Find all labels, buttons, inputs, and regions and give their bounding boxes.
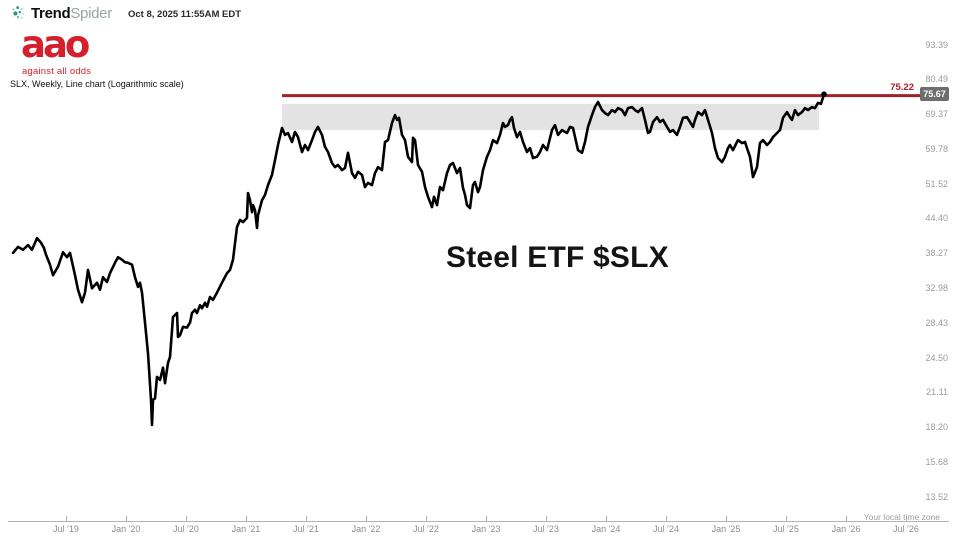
chart-meta-label: SLX, Weekly, Line chart (Logarithmic sca… <box>10 79 184 89</box>
time-tick <box>666 516 667 522</box>
time-tick-label: Jan '20 <box>111 524 141 534</box>
time-tick <box>906 516 907 522</box>
time-tick <box>306 516 307 522</box>
time-tick-label: Jan '23 <box>471 524 501 534</box>
time-tick-label: Jul '23 <box>533 524 559 534</box>
time-tick-label: Jan '21 <box>231 524 261 534</box>
resistance-zone <box>282 103 819 131</box>
brand-name-bold: Trend <box>31 4 71 22</box>
spider-dots-icon <box>12 6 25 19</box>
time-tick <box>546 516 547 522</box>
time-tick-label: Jul '25 <box>773 524 799 534</box>
last-price-dot <box>821 91 827 97</box>
time-tick-label: Jul '26 <box>893 524 919 534</box>
time-tick <box>186 516 187 522</box>
time-tick-label: Jan '25 <box>711 524 741 534</box>
time-tick-label: Jan '22 <box>351 524 381 534</box>
time-tick <box>246 516 247 522</box>
time-tick-label: Jul '20 <box>173 524 199 534</box>
aao-tagline: against all odds <box>22 66 92 77</box>
time-tick-label: Jul '19 <box>53 524 79 534</box>
time-tick-label: Jan '26 <box>831 524 861 534</box>
time-tick <box>846 516 847 522</box>
price-line <box>11 92 826 427</box>
time-tick <box>66 516 67 522</box>
time-tick <box>366 516 367 522</box>
time-axis-line <box>8 521 949 522</box>
time-tick-label: Jul '24 <box>653 524 679 534</box>
time-tick <box>786 516 787 522</box>
time-tick <box>486 516 487 522</box>
chart-timestamp: Oct 8, 2025 11:55AM EDT <box>128 9 241 20</box>
time-tick <box>606 516 607 522</box>
time-tick <box>726 516 727 522</box>
time-tick <box>426 516 427 522</box>
timezone-note: Your local time zone <box>863 512 940 522</box>
time-tick-label: Jul '22 <box>413 524 439 534</box>
time-tick-label: Jul '21 <box>293 524 319 534</box>
brand-logo: Trend Spider <box>10 4 112 22</box>
aao-logo: aao <box>21 23 90 66</box>
time-tick <box>126 516 127 522</box>
last-price-badge: 75.67 <box>920 87 949 102</box>
brand-name-light: Spider <box>70 4 112 22</box>
resistance-price-label: 75.22 <box>890 82 914 94</box>
time-tick-label: Jan '24 <box>591 524 621 534</box>
chart-title-annotation: Steel ETF $SLX <box>446 241 669 274</box>
